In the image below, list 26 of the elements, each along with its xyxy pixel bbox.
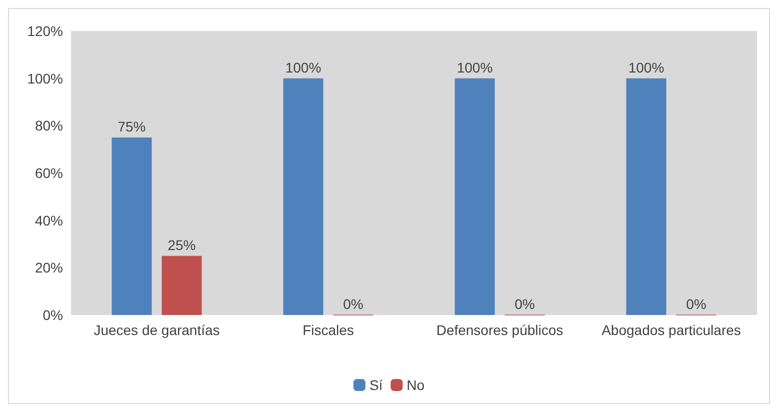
x-tick-label: Abogados particulares	[602, 322, 741, 338]
y-tick-label: 0%	[42, 307, 63, 323]
data-label: 100%	[628, 59, 664, 76]
x-tick-label: Defensores públicos	[436, 322, 564, 338]
bar	[626, 78, 666, 315]
data-label: 75%	[118, 118, 146, 134]
bar	[283, 78, 324, 315]
x-tick-label: Fiscales	[302, 322, 354, 338]
legend-label: No	[406, 377, 425, 393]
data-label: 0%	[514, 296, 535, 312]
x-tick-label: Jueces de garantías	[94, 322, 220, 338]
y-tick-label: 40%	[34, 212, 63, 228]
data-label: 0%	[343, 296, 364, 312]
legend-label: Sí	[369, 377, 383, 393]
bar	[162, 256, 202, 315]
y-tick-label: 120%	[27, 23, 63, 39]
bar	[454, 78, 495, 315]
data-label: 100%	[285, 59, 322, 76]
bar	[112, 138, 152, 315]
y-tick-label: 100%	[27, 70, 63, 86]
y-tick-label: 20%	[34, 260, 63, 276]
data-label: 25%	[168, 236, 196, 253]
data-label: 100%	[456, 59, 493, 76]
data-label: 0%	[686, 296, 706, 312]
y-tick-label: 60%	[34, 165, 63, 181]
y-tick-label: 80%	[34, 118, 63, 134]
